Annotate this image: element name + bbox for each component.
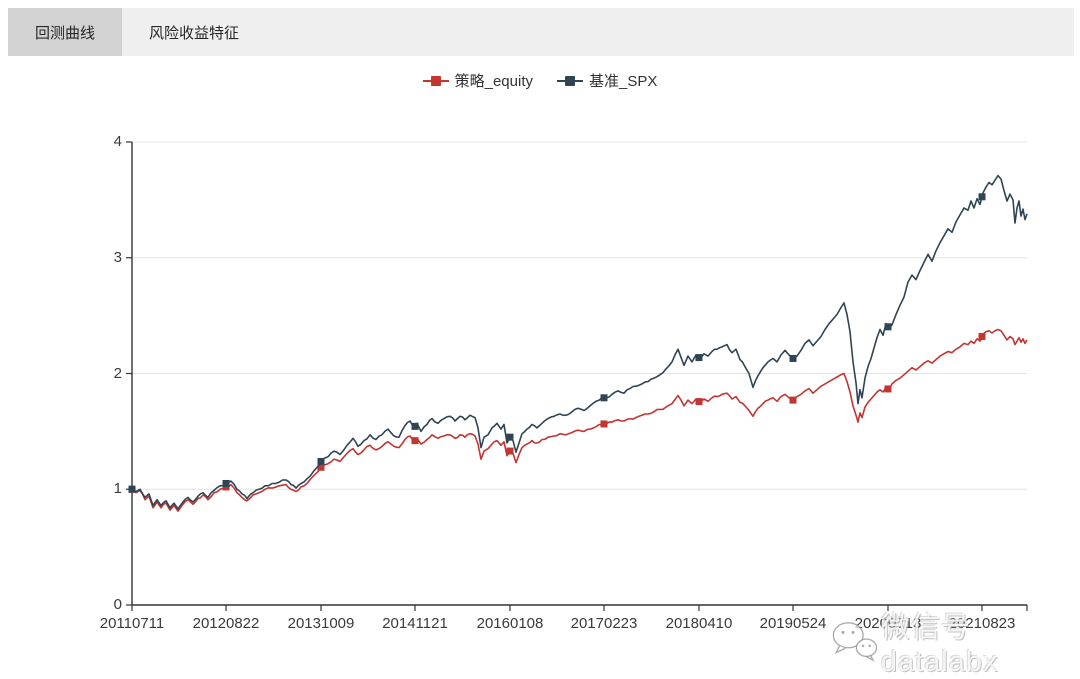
y-axis-label: 3	[113, 248, 122, 266]
tab-risk-return[interactable]: 风险收益特征	[149, 24, 240, 42]
series-point-marker	[789, 396, 797, 404]
series-point-marker	[128, 485, 136, 493]
strategy-line-marker-icon	[422, 75, 449, 87]
series-point-marker	[978, 332, 986, 340]
x-axis-label: 20180410	[665, 615, 733, 632]
y-axis-label: 2	[113, 364, 122, 382]
x-axis-label: 20160108	[476, 615, 544, 632]
series-point-marker	[600, 420, 608, 428]
x-axis-label: 20190524	[759, 615, 827, 632]
series-line-strategy	[131, 328, 1028, 512]
y-axis-label: 1	[113, 480, 122, 498]
series-point-marker	[411, 437, 419, 445]
x-axis-label: 20170223	[570, 615, 638, 632]
series-point-marker	[978, 193, 986, 201]
series-point-marker	[222, 479, 230, 487]
x-axis-label: 20200713	[854, 615, 922, 632]
y-axis-label: 4	[113, 133, 122, 150]
series-point-marker	[506, 447, 514, 455]
x-axis-label: 20210823	[948, 615, 1016, 632]
legend-label-strategy: 策略_equity	[454, 73, 533, 90]
legend-item-benchmark[interactable]: 基准_SPX	[557, 70, 657, 91]
series-point-marker	[884, 385, 892, 393]
series-point-marker	[506, 433, 514, 441]
benchmark-line-marker-icon	[557, 75, 583, 87]
series-point-marker	[317, 463, 325, 471]
series-point-marker	[317, 457, 325, 465]
chart-legend: 策略_equity 基准_SPX	[0, 70, 1080, 91]
tab-bar: 回测曲线 风险收益特征	[8, 8, 1074, 56]
x-axis-label: 20141121	[382, 615, 448, 632]
x-axis-label: 20120822	[192, 615, 260, 632]
series-point-marker	[789, 354, 797, 362]
x-axis-label: 20110711	[99, 615, 165, 632]
legend-item-strategy[interactable]: 策略_equity	[422, 70, 533, 91]
series-point-marker	[695, 354, 703, 362]
series-point-marker	[600, 394, 608, 402]
y-axis-label: 0	[113, 596, 122, 613]
series-line-benchmark	[131, 174, 1028, 510]
x-axis-label: 20131009	[287, 615, 355, 632]
legend-label-benchmark: 基准_SPX	[589, 73, 658, 90]
tab-backtest-curve[interactable]: 回测曲线	[8, 8, 123, 56]
series-point-marker	[884, 323, 892, 331]
series-point-marker	[695, 398, 703, 406]
series-point-marker	[411, 422, 419, 430]
